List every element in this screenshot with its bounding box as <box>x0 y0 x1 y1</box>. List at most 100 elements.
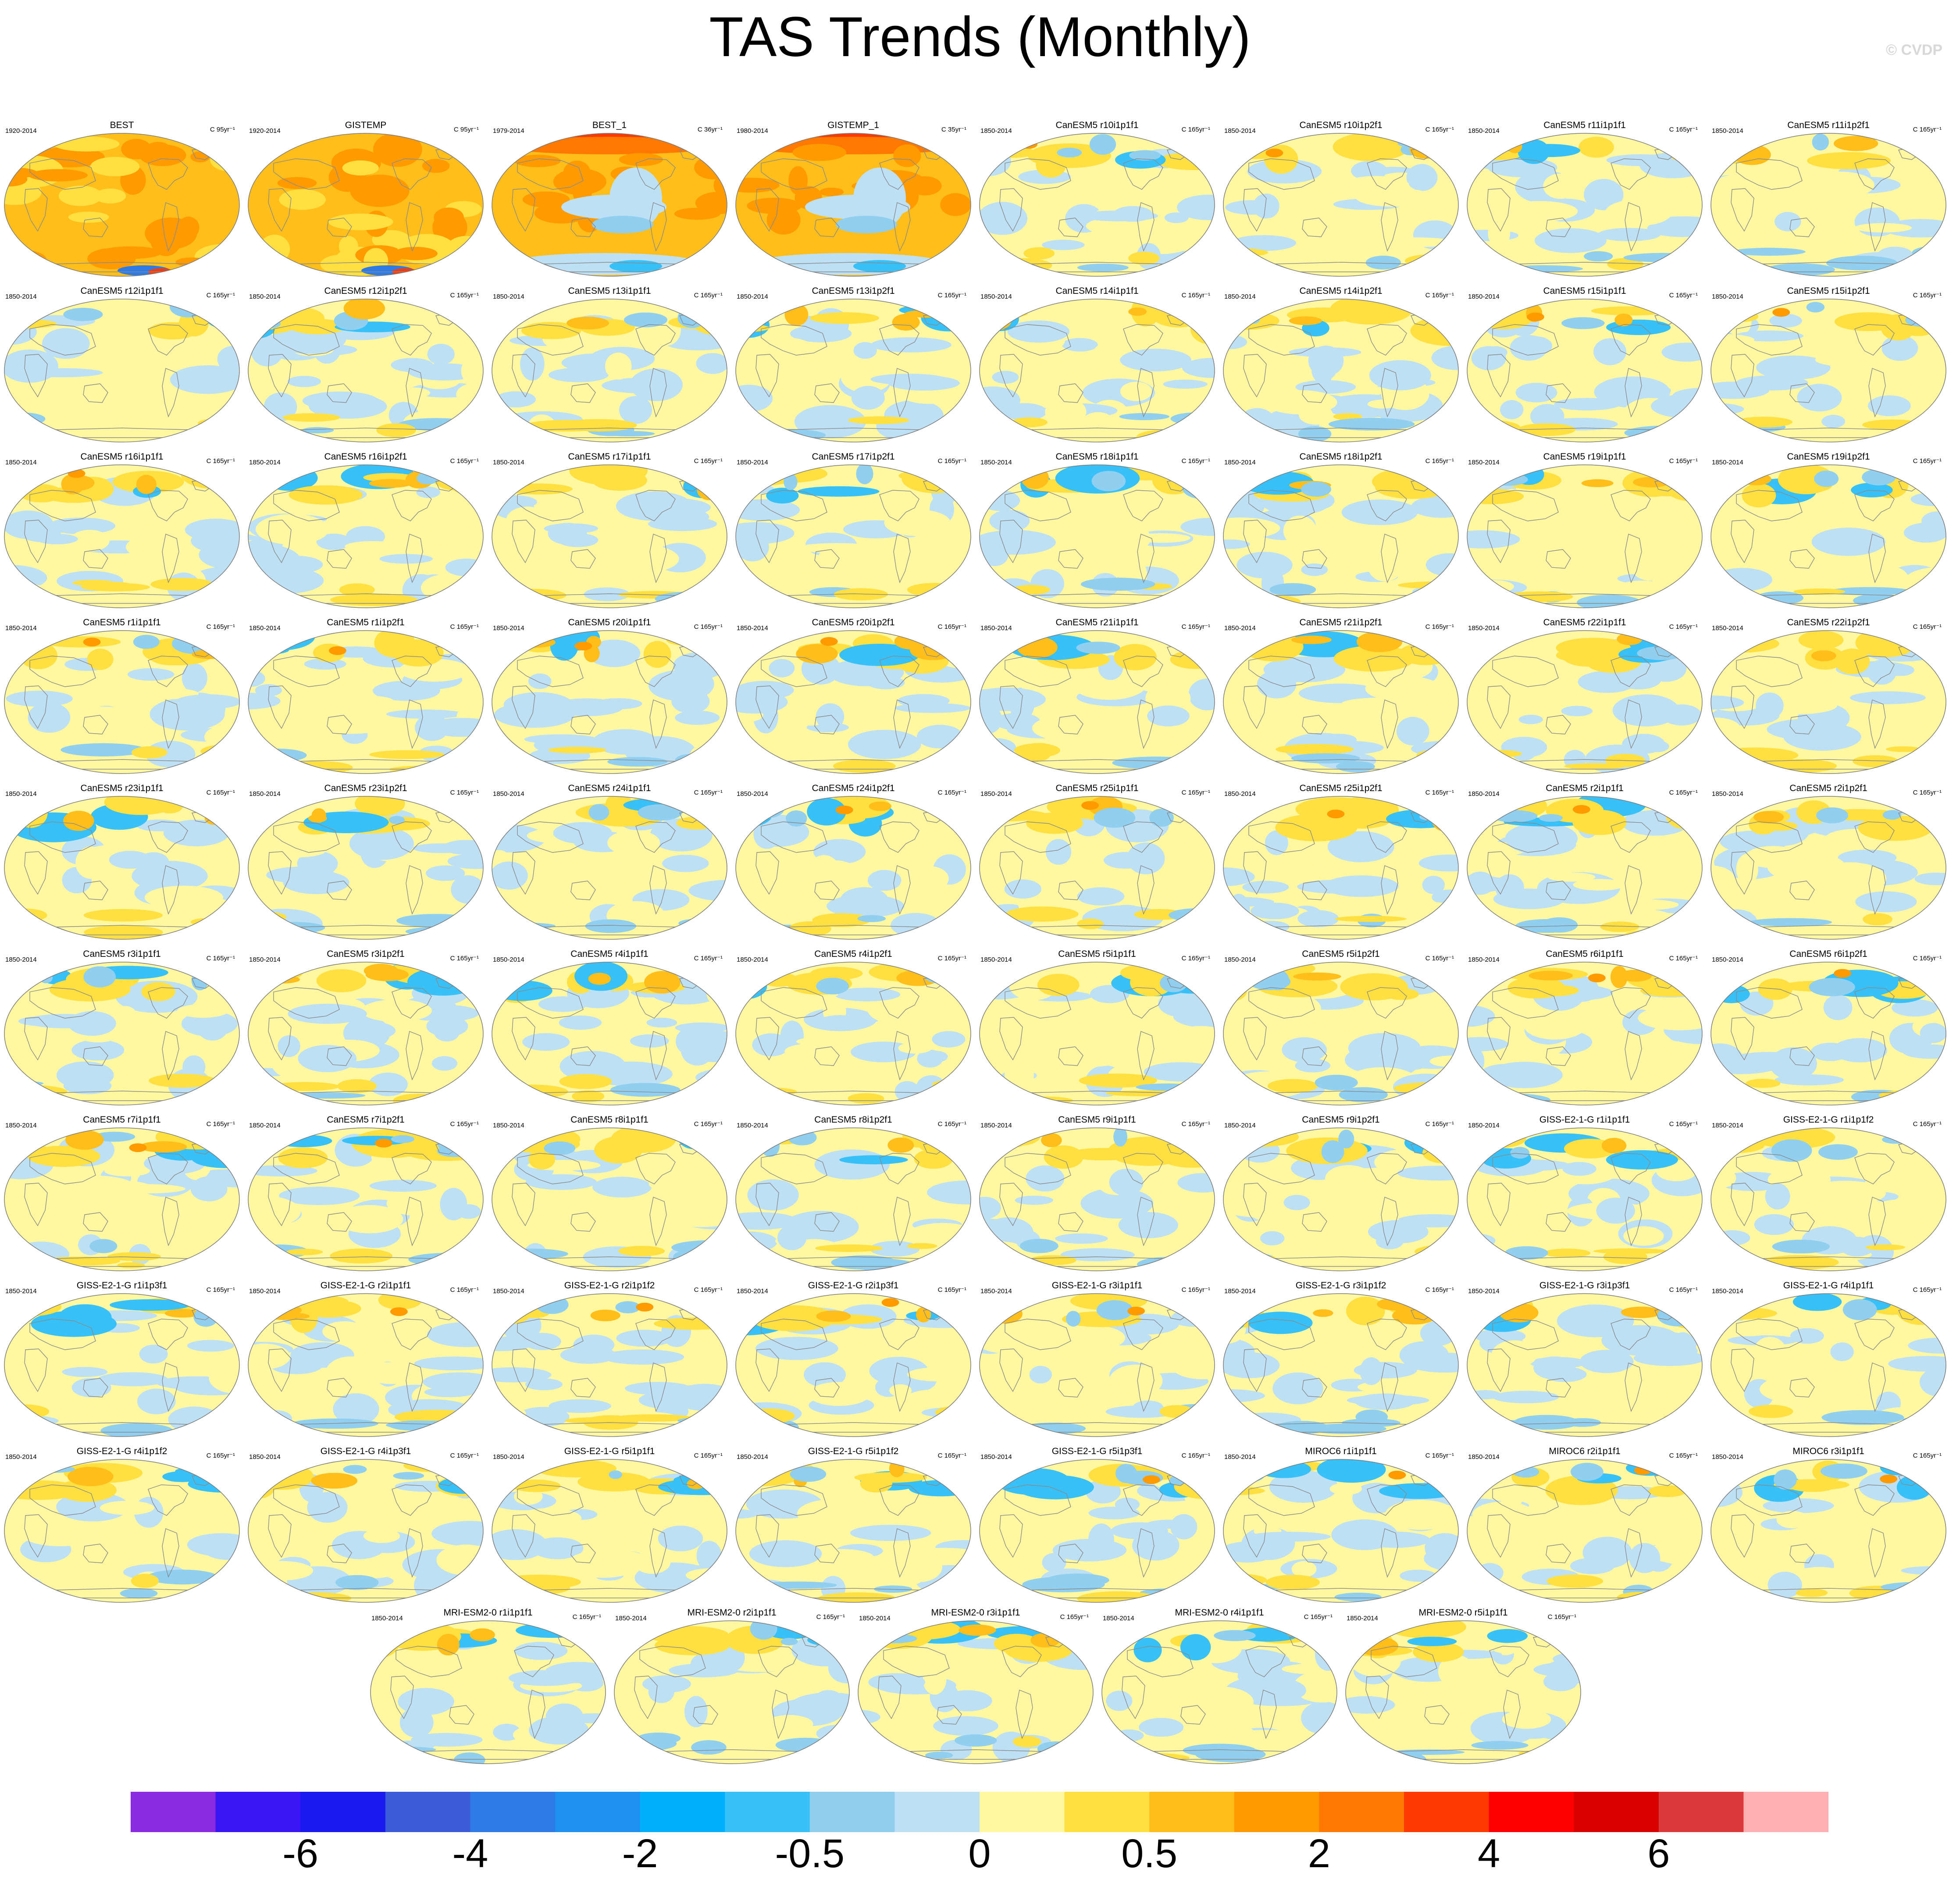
panel-years: 1850-2014 <box>493 956 524 963</box>
panel-units: C 165yr⁻¹ <box>1669 789 1698 796</box>
trend-contour <box>248 631 268 645</box>
map-border <box>979 630 1215 774</box>
trend-contour <box>1502 201 1578 222</box>
trend-contour <box>1486 136 1518 150</box>
panel-title: CanESM5 r25i1p1f1 <box>1055 783 1139 793</box>
trend-contour <box>1272 1372 1323 1405</box>
continent-outline <box>649 1031 667 1081</box>
trend-contour <box>648 1680 674 1703</box>
trend-contour <box>1102 1754 1150 1762</box>
continent-outline <box>1137 1031 1155 1081</box>
trend-contour <box>422 159 450 173</box>
map-panel: 1850-2014 CanESM5 r15i1p2f1 C 165yr⁻¹ <box>1707 281 1950 443</box>
trend-contour <box>1601 1138 1627 1154</box>
trend-contour <box>1616 668 1662 690</box>
trend-contour <box>1177 133 1208 154</box>
continent-outline <box>1546 549 1571 569</box>
trend-contour <box>385 1420 471 1430</box>
trend-contour <box>492 1187 521 1216</box>
colorbar-tick-label: -2 <box>622 1831 658 1876</box>
trend-contour <box>766 205 801 235</box>
trend-contour <box>1833 136 1878 151</box>
panel-units: C 165yr⁻¹ <box>1181 789 1210 796</box>
trend-contour <box>1914 133 1946 151</box>
trend-map <box>979 1127 1215 1271</box>
trend-contour <box>980 687 1046 711</box>
trend-contour <box>1606 1150 1678 1170</box>
trend-contour <box>368 1073 408 1096</box>
trend-contour <box>1507 139 1522 153</box>
trend-contour <box>1128 307 1147 316</box>
colorbar-swatch <box>215 1792 301 1832</box>
trend-contour <box>1615 1063 1660 1081</box>
trend-contour <box>1016 660 1054 692</box>
trend-contour <box>835 806 853 815</box>
continent-outline <box>268 1183 292 1227</box>
trend-map <box>248 1127 484 1271</box>
trend-contour <box>1467 871 1495 895</box>
trend-contour <box>959 1624 996 1636</box>
continent-outline <box>893 1031 911 1081</box>
trend-contour <box>1227 1466 1265 1483</box>
trend-contour <box>1147 705 1190 727</box>
trend-contour <box>1020 1423 1086 1435</box>
trend-contour <box>1188 1687 1254 1718</box>
map-border <box>248 796 484 940</box>
trend-contour <box>1664 1128 1702 1147</box>
trend-contour <box>662 855 709 872</box>
trend-contour <box>1136 1083 1196 1091</box>
map-border <box>735 962 971 1105</box>
trend-contour <box>1711 1137 1752 1148</box>
trend-contour <box>1089 134 1116 155</box>
trend-contour <box>1422 876 1445 894</box>
trend-contour <box>316 533 351 550</box>
trend-contour <box>870 374 947 385</box>
panel-years: 1850-2014 <box>1468 624 1500 632</box>
trend-contour <box>558 533 599 547</box>
colorbar-swatch <box>1404 1792 1490 1832</box>
continent-outline <box>893 534 911 584</box>
trend-contour <box>1572 809 1627 835</box>
trend-contour <box>592 470 647 491</box>
trend-contour <box>1798 631 1844 649</box>
trend-contour <box>812 913 870 927</box>
trend-contour <box>1223 539 1250 549</box>
trend-contour <box>588 639 641 667</box>
trend-contour <box>104 330 144 352</box>
continent-outline <box>162 202 179 252</box>
trend-contour <box>1579 136 1614 158</box>
continent-outline <box>999 354 1023 398</box>
trend-contour <box>1365 256 1401 270</box>
trend-contour <box>1842 1384 1866 1411</box>
trend-contour <box>585 919 636 933</box>
trend-contour <box>1584 179 1624 210</box>
trend-contour <box>139 1344 168 1364</box>
continent-outline <box>570 218 596 237</box>
trend-contour <box>1232 249 1256 271</box>
trend-contour <box>736 755 779 764</box>
colorbar-swatch <box>1489 1792 1574 1832</box>
trend-contour <box>747 337 814 359</box>
trend-map <box>979 630 1215 774</box>
continent-outline <box>1731 188 1754 232</box>
continent-outline <box>406 699 423 749</box>
trend-contour <box>335 1205 403 1234</box>
trend-contour <box>1183 1410 1212 1424</box>
panel-years: 1850-2014 <box>1224 459 1256 466</box>
panel-units: C 165yr⁻¹ <box>450 955 479 962</box>
trend-contour <box>1882 631 1924 646</box>
trend-contour <box>1920 1023 1946 1043</box>
trend-contour <box>109 851 151 869</box>
continent-outline <box>1789 218 1815 237</box>
map-panel: 1850-2014 CanESM5 r12i1p1f1 C 165yr⁻¹ <box>0 281 244 443</box>
trend-contour <box>1297 910 1339 927</box>
trend-contour <box>621 524 646 535</box>
panel-units: C 165yr⁻¹ <box>206 292 235 299</box>
trend-contour <box>1629 1543 1661 1573</box>
trend-contour <box>1882 1135 1909 1144</box>
trend-contour <box>110 1299 190 1311</box>
trend-contour <box>818 1015 862 1028</box>
trend-map <box>248 1293 484 1437</box>
trend-contour <box>932 1031 966 1048</box>
trend-contour <box>1176 194 1215 221</box>
